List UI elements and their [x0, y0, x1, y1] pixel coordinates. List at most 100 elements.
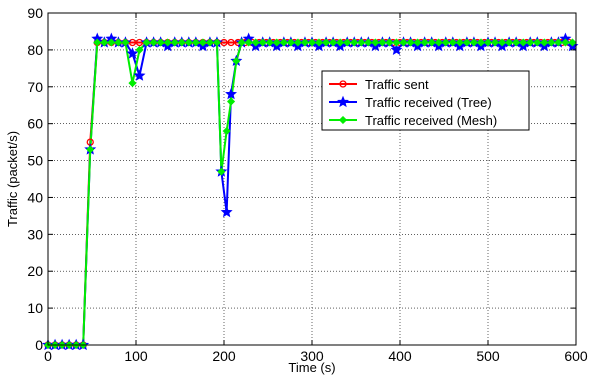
tree-marker [126, 47, 139, 59]
axis-ticks: 0 100 200 300 400 500 600 0 10 20 30 40 50 60 70 80 90 [27, 5, 587, 364]
grid-lines [48, 13, 576, 345]
mesh-marker [497, 38, 507, 47]
tree-marker [225, 87, 238, 100]
mesh-marker [198, 38, 208, 47]
x-tick-label: 300 [300, 348, 324, 364]
y-tick-label: 10 [27, 300, 43, 316]
mesh-marker [244, 38, 253, 47]
legend-marker [338, 115, 348, 125]
mesh-marker [300, 38, 310, 47]
tree-marker [220, 205, 233, 218]
mesh-marker [469, 38, 479, 47]
y-tick-label: 0 [35, 337, 43, 353]
mesh-marker [142, 38, 151, 47]
mesh-marker [226, 97, 236, 106]
mesh-marker [490, 38, 500, 47]
mesh-marker [420, 38, 429, 47]
mesh-marker [561, 38, 570, 47]
mesh-marker [237, 38, 246, 47]
mesh-marker [184, 38, 193, 47]
mesh-marker [568, 38, 577, 47]
mesh-marker [205, 38, 215, 47]
series-markers [42, 32, 579, 351]
mesh-marker [441, 38, 450, 47]
legend-entry-received-mesh: Traffic received (Mesh) [329, 113, 497, 128]
mesh-marker [307, 38, 317, 47]
mesh-marker [504, 38, 514, 47]
y-tick-label: 70 [27, 79, 43, 95]
mesh-marker [286, 38, 296, 47]
mesh-marker [526, 38, 535, 47]
x-tick-label: 500 [476, 348, 500, 364]
mesh-marker [222, 126, 231, 136]
mesh-marker [483, 38, 493, 47]
mesh-marker [107, 38, 116, 47]
mesh-marker [251, 38, 260, 47]
y-tick-label: 60 [27, 116, 43, 132]
mesh-marker [540, 38, 549, 47]
tree-marker [390, 43, 403, 55]
legend: Traffic sent Traffic received (Tree) Traff… [321, 70, 530, 131]
x-tick-label: 400 [388, 348, 412, 364]
mesh-marker [476, 38, 486, 47]
mesh-marker [258, 38, 267, 47]
mesh-marker [427, 38, 436, 47]
y-tick-label: 20 [27, 263, 43, 279]
mesh-marker [554, 38, 563, 47]
mesh-marker [519, 38, 528, 47]
mesh-marker [232, 56, 241, 66]
mesh-marker [177, 38, 186, 47]
legend-label: Traffic sent [365, 77, 429, 92]
mesh-marker [121, 38, 130, 47]
mesh-marker [399, 38, 408, 47]
mesh-marker [191, 38, 200, 47]
mesh-marker [293, 38, 303, 47]
mesh-marker [448, 38, 457, 47]
y-tick-label: 50 [27, 153, 43, 169]
legend-entry-traffic-sent: Traffic sent [329, 77, 429, 92]
mesh-marker [455, 38, 464, 47]
mesh-marker [170, 38, 179, 47]
y-tick-label: 30 [27, 226, 43, 242]
mesh-marker [86, 145, 95, 154]
legend-marker [337, 95, 349, 108]
mesh-marker [385, 38, 394, 47]
legend-label: Traffic received (Mesh) [365, 113, 497, 128]
mesh-marker [512, 38, 521, 47]
legend-label: Traffic received (Tree) [365, 95, 492, 110]
mesh-marker [163, 38, 172, 47]
mesh-marker [272, 38, 281, 47]
mesh-marker [378, 38, 387, 47]
mesh-marker [413, 38, 422, 47]
mesh-marker [128, 78, 137, 88]
legend-marker [339, 80, 347, 88]
y-axis-title: Traffic (packet/s) [5, 131, 20, 227]
x-tick-label: 100 [124, 348, 148, 364]
mesh-marker [392, 38, 401, 47]
x-tick-label: 0 [44, 348, 52, 364]
x-tick-label: 200 [212, 348, 236, 364]
x-axis-title: Time (s) [288, 360, 335, 375]
mesh-marker [371, 38, 380, 47]
y-tick-label: 90 [27, 5, 43, 21]
x-tick-label: 600 [564, 348, 588, 364]
mesh-marker [265, 38, 274, 47]
mesh-marker [149, 38, 158, 47]
mesh-marker [336, 38, 345, 47]
mesh-marker [156, 38, 165, 47]
mesh-marker [328, 38, 338, 47]
mesh-marker [364, 38, 373, 47]
sent-marker [227, 38, 235, 47]
mesh-marker [462, 38, 472, 47]
mesh-marker [100, 38, 109, 47]
y-tick-label: 80 [27, 42, 43, 58]
mesh-marker [217, 167, 226, 176]
y-tick-label: 40 [27, 189, 43, 205]
mesh-marker [321, 38, 331, 47]
mesh-marker [314, 38, 324, 47]
mesh-marker [93, 38, 102, 47]
mesh-marker [357, 38, 366, 47]
mesh-marker [212, 38, 222, 47]
